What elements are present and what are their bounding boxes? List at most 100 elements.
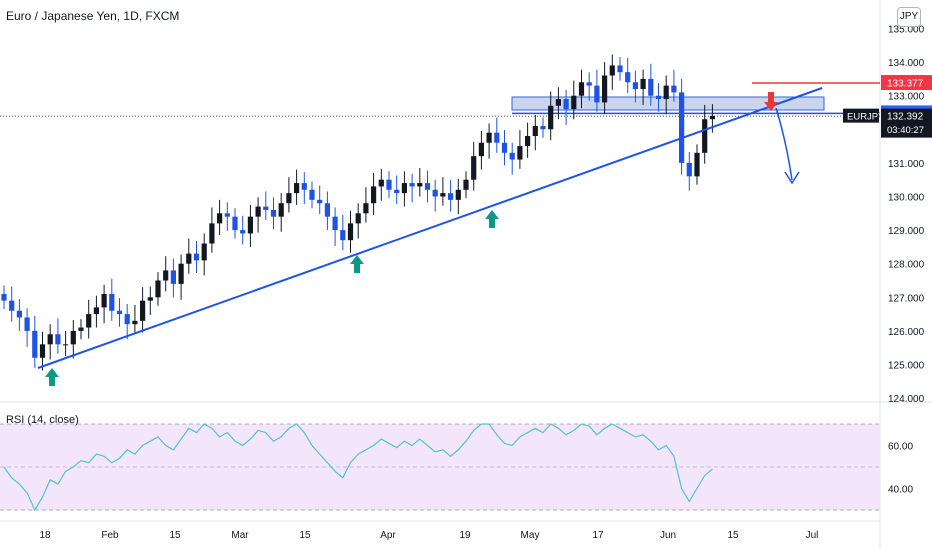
candle-body <box>78 327 84 331</box>
projection-arrowhead-icon <box>784 171 800 185</box>
candle-body <box>617 65 623 73</box>
symbol-badge-label: EURJPY <box>847 112 885 123</box>
price-tick-label: 135.000 <box>888 25 925 36</box>
candle-body <box>332 216 338 231</box>
candle-body <box>324 203 330 217</box>
candle-body <box>640 78 646 89</box>
time-tick-label: 15 <box>727 530 739 541</box>
candle-body <box>232 216 238 231</box>
candle-body <box>663 85 669 100</box>
candle-body <box>355 213 361 224</box>
candle-body <box>478 142 484 157</box>
candle-body <box>486 132 492 143</box>
candle-body <box>409 183 415 187</box>
candle-body <box>532 125 538 137</box>
time-tick-label: Jul <box>806 530 819 541</box>
candle-body <box>301 183 307 190</box>
badge-red-label: 133.377 <box>887 79 924 90</box>
rsi-tick-label: 40.00 <box>888 485 913 496</box>
candle-body <box>517 146 523 160</box>
candle-body <box>548 105 554 130</box>
candle-body <box>632 82 638 89</box>
time-tick-label: 15 <box>299 530 311 541</box>
candle-body <box>702 119 708 153</box>
candle-body <box>155 280 161 298</box>
candle-body <box>178 263 184 284</box>
candle-body <box>417 183 423 187</box>
candle-body <box>686 162 692 177</box>
badge-red <box>881 75 932 91</box>
candle-body <box>571 95 577 110</box>
time-tick-label: Apr <box>380 530 396 541</box>
support-up-arrow-icon <box>350 255 364 273</box>
chart-title: Euro / Japanese Yen, 1D, FXCM <box>6 9 180 23</box>
candle-body <box>586 82 592 86</box>
candle-body <box>170 270 176 284</box>
candle-body <box>648 78 654 96</box>
candle-body <box>9 300 15 311</box>
candle-body <box>679 92 685 163</box>
candle-body <box>578 82 585 96</box>
candle-body <box>494 132 500 143</box>
time-tick-label: 19 <box>459 530 471 541</box>
countdown-label: 03:40:27 <box>887 125 924 136</box>
candle-body <box>371 186 377 204</box>
candle-body <box>93 307 99 315</box>
candle-body <box>394 189 400 194</box>
current-price-badge <box>881 108 932 138</box>
candle-body <box>655 95 662 100</box>
projection-path[interactable] <box>775 107 793 181</box>
candle-body <box>709 115 715 120</box>
candle-body <box>124 314 130 325</box>
symbol-badge <box>843 108 879 123</box>
candle-body <box>186 253 192 264</box>
candle-body <box>101 293 107 308</box>
candle-body <box>455 189 461 200</box>
candle-body <box>24 317 30 331</box>
candle-body <box>109 293 115 311</box>
resistance-down-arrow-icon <box>764 92 778 111</box>
candle-body <box>540 125 546 130</box>
time-tick-label: May <box>521 530 540 541</box>
price-tick-label: 129.000 <box>888 226 925 237</box>
rsi-band <box>0 424 880 510</box>
support-up-arrow-icon <box>485 210 499 228</box>
candle-body <box>263 206 269 210</box>
price-tick-label: 128.000 <box>888 260 925 271</box>
candle-body <box>240 230 246 234</box>
candle-body <box>602 75 608 103</box>
candle-body <box>448 193 454 200</box>
candle-body <box>39 344 46 358</box>
price-tick-label: 130.000 <box>888 193 925 204</box>
candle-body <box>224 213 230 217</box>
candle-body <box>401 183 407 194</box>
currency-button[interactable]: JPY <box>897 7 921 27</box>
candle-body <box>363 203 369 214</box>
candle-body <box>278 203 284 217</box>
candle-body <box>47 334 53 345</box>
candle-body <box>317 199 323 204</box>
candle-body <box>32 330 38 358</box>
candle-body <box>247 216 253 234</box>
candle-body <box>625 72 631 83</box>
price-tick-label: 126.000 <box>888 327 925 338</box>
current-price-label: 132.392 <box>887 112 924 123</box>
rsi-tick-label: 60.00 <box>888 442 913 453</box>
candle-body <box>147 297 153 301</box>
price-tick-label: 131.000 <box>888 159 925 170</box>
candle-body <box>501 142 508 153</box>
candle-body <box>386 179 392 190</box>
price-tick-label: 134.000 <box>888 58 925 69</box>
candle-body <box>609 65 615 76</box>
candle-body <box>424 183 431 190</box>
candle-body <box>471 156 477 180</box>
candle-body <box>55 334 61 345</box>
ascending-trendline[interactable] <box>37 87 823 369</box>
candle-body <box>463 179 469 190</box>
candle-body <box>347 223 354 241</box>
candle-body <box>201 243 207 261</box>
rsi-line <box>3 423 713 512</box>
time-tick-label: Feb <box>101 530 119 541</box>
candle-body <box>432 189 438 197</box>
